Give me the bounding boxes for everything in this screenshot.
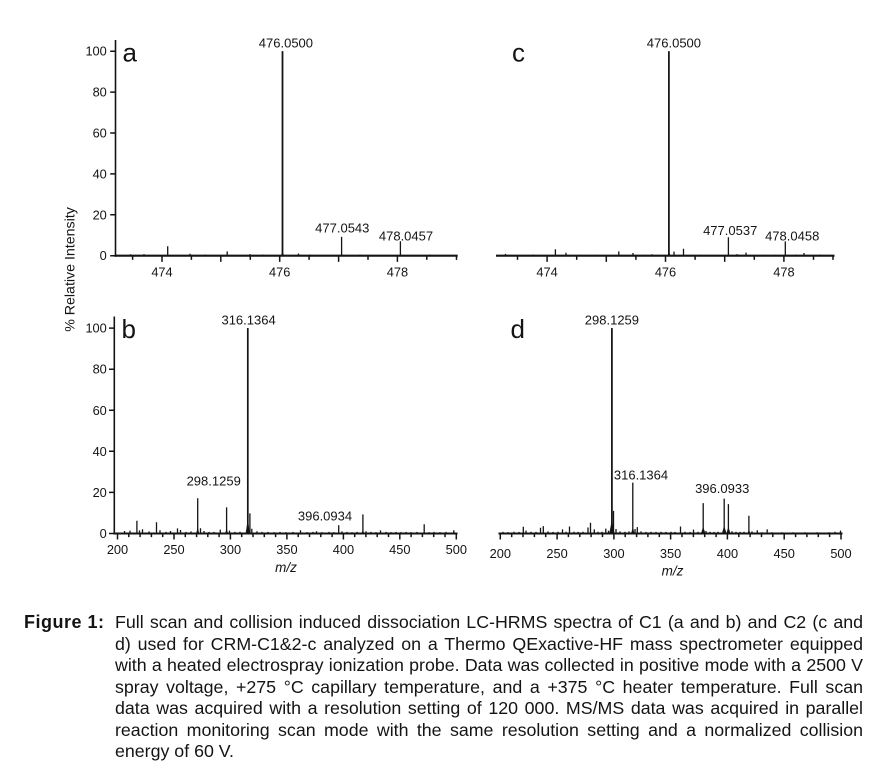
svg-text:478.0457: 478.0457 <box>379 228 433 243</box>
svg-text:474: 474 <box>536 264 557 279</box>
svg-text:c: c <box>512 38 525 68</box>
svg-text:477.0537: 477.0537 <box>703 223 757 238</box>
svg-text:478: 478 <box>773 264 794 279</box>
svg-text:100: 100 <box>85 44 106 59</box>
svg-text:200: 200 <box>490 546 511 561</box>
svg-text:80: 80 <box>93 85 107 100</box>
svg-text:300: 300 <box>603 546 624 561</box>
svg-text:% Relative Intensity: % Relative Intensity <box>63 206 79 331</box>
svg-text:478.0458: 478.0458 <box>765 229 819 244</box>
svg-text:450: 450 <box>774 546 795 561</box>
svg-text:0: 0 <box>100 526 107 541</box>
svg-text:500: 500 <box>446 542 467 557</box>
svg-text:200: 200 <box>107 542 128 557</box>
svg-text:500: 500 <box>830 546 851 561</box>
svg-text:60: 60 <box>93 403 107 418</box>
svg-text:400: 400 <box>333 542 354 557</box>
svg-text:350: 350 <box>660 546 681 561</box>
svg-text:20: 20 <box>93 207 107 222</box>
svg-text:20: 20 <box>93 485 107 500</box>
svg-text:476.0500: 476.0500 <box>259 35 313 50</box>
svg-text:478: 478 <box>387 264 408 279</box>
svg-text:100: 100 <box>85 321 106 336</box>
svg-text:476: 476 <box>655 264 676 279</box>
svg-text:b: b <box>122 314 136 344</box>
svg-text:250: 250 <box>163 542 184 557</box>
svg-text:40: 40 <box>93 444 107 459</box>
svg-text:a: a <box>123 38 138 68</box>
svg-text:d: d <box>511 314 525 344</box>
svg-text:476.0500: 476.0500 <box>647 35 701 50</box>
svg-text:298.1259: 298.1259 <box>585 313 639 328</box>
svg-text:250: 250 <box>546 546 567 561</box>
svg-text:m/z: m/z <box>275 560 297 575</box>
svg-text:396.0933: 396.0933 <box>695 481 749 496</box>
svg-text:300: 300 <box>220 542 241 557</box>
svg-text:396.0934: 396.0934 <box>298 508 352 523</box>
svg-text:m/z: m/z <box>662 564 684 579</box>
svg-text:316.1364: 316.1364 <box>221 313 275 328</box>
svg-text:298.1259: 298.1259 <box>187 474 241 489</box>
svg-text:476: 476 <box>269 264 290 279</box>
svg-text:316.1364: 316.1364 <box>614 468 668 483</box>
svg-text:40: 40 <box>93 166 107 181</box>
svg-text:0: 0 <box>100 248 107 263</box>
svg-text:400: 400 <box>717 546 738 561</box>
svg-text:350: 350 <box>276 542 297 557</box>
svg-text:474: 474 <box>151 264 172 279</box>
svg-text:60: 60 <box>93 126 107 141</box>
svg-text:450: 450 <box>389 542 410 557</box>
svg-text:477.0543: 477.0543 <box>315 221 369 236</box>
svg-text:80: 80 <box>93 362 107 377</box>
